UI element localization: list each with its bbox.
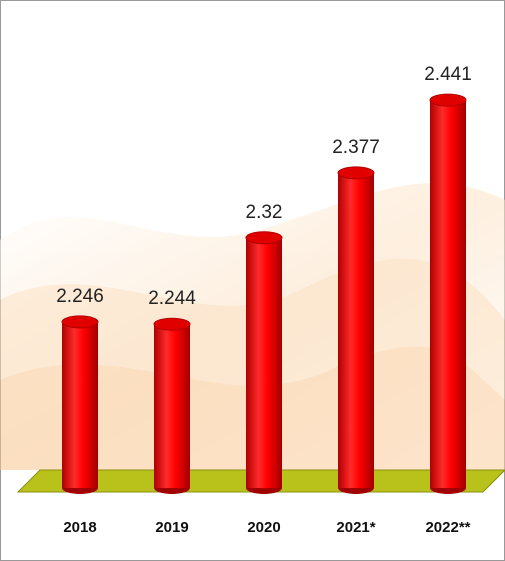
bar [246,237,282,488]
x-tick-label: 2022** [425,519,470,536]
value-label: 2.244 [148,288,196,309]
x-tick-label: 2021* [336,519,375,536]
value-label: 2.377 [332,137,380,158]
bar-top [61,315,99,329]
value-label: 2.441 [424,64,472,85]
bar-top [245,231,283,245]
bar [338,172,374,488]
bar [62,321,98,488]
bar [430,100,466,489]
bar [154,324,190,488]
bar-top [429,93,467,107]
x-tick-label: 2019 [155,519,188,536]
x-tick-label: 2018 [63,519,96,536]
value-label: 2.246 [56,286,104,307]
bar-top [153,317,191,331]
value-label: 2.32 [246,202,283,223]
x-tick-label: 2020 [247,519,280,536]
bar-top [337,166,375,180]
